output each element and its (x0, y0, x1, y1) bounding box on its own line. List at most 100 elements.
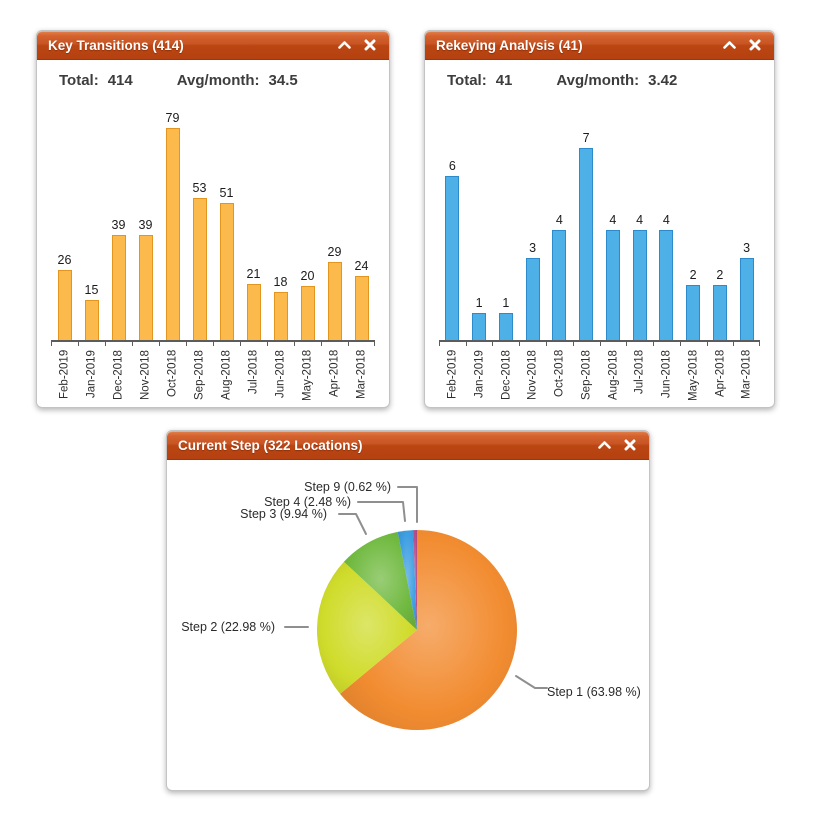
pie-label: Step 9 (0.62 %) (304, 480, 391, 494)
x-axis-label: Sep-2018 (193, 350, 206, 400)
bar-value-label: 6 (448, 159, 456, 174)
x-axis-label: May-2018 (687, 350, 700, 402)
bar[interactable] (739, 258, 754, 340)
close-button[interactable] (745, 36, 765, 54)
bar-column: 24 (348, 259, 375, 340)
bar-value-label: 4 (636, 213, 644, 228)
bar[interactable] (472, 313, 487, 340)
callout-line (338, 513, 367, 535)
bar[interactable] (219, 203, 234, 340)
collapse-button[interactable] (719, 36, 739, 54)
x-axis-label: Sep-2018 (580, 350, 593, 400)
bar-value-label: 7 (582, 131, 590, 146)
bar-column: 29 (321, 245, 348, 340)
bar[interactable] (632, 230, 647, 340)
bar[interactable] (354, 276, 369, 340)
callout-line (515, 675, 548, 689)
axis-tick (348, 340, 349, 346)
close-button[interactable] (620, 436, 640, 454)
bar[interactable] (659, 230, 674, 340)
bar[interactable] (605, 230, 620, 340)
x-axis-label: Jul-2018 (633, 350, 646, 395)
pie-slice[interactable] (340, 530, 518, 730)
axis-tick (545, 340, 547, 346)
bar[interactable] (712, 285, 727, 340)
axis-tick (492, 340, 494, 346)
bar[interactable] (498, 313, 513, 340)
bar-column: 1 (493, 296, 520, 340)
bar-value-label: 53 (192, 181, 207, 196)
bar[interactable] (445, 176, 460, 340)
bar-value-label: 51 (219, 186, 234, 201)
bar-value-label: 4 (609, 213, 617, 228)
callout-line (357, 501, 406, 522)
widget-titlebar[interactable]: Current Step (322 Locations) (167, 431, 649, 460)
x-axis-label: Jan-2019 (85, 350, 98, 398)
bar-column: 3 (733, 241, 760, 340)
widget-titlebar[interactable]: Rekeying Analysis (41) (425, 31, 774, 60)
collapse-button[interactable] (594, 436, 614, 454)
bar[interactable] (686, 285, 701, 340)
chevron-up-icon (337, 41, 351, 49)
bar-column: 21 (240, 267, 267, 340)
bar-value-label: 4 (662, 213, 670, 228)
axis-tick (321, 340, 322, 346)
bar[interactable] (327, 262, 342, 340)
axis-tick (294, 340, 295, 346)
x-axis-labels: Feb-2019 Jan-2019 Dec-2018 Nov-2018 Oct-2018… (439, 350, 760, 407)
bar[interactable] (57, 270, 72, 340)
bar[interactable] (246, 284, 261, 340)
axis-tick (599, 340, 601, 346)
bar-chart: 26 15 39 39 79 53 51 21 18 20 29 24 Feb-2019 Jan-201… (51, 100, 375, 407)
axis-tick (266, 340, 268, 346)
bar[interactable] (165, 128, 180, 340)
bar-value-label: 26 (57, 253, 72, 268)
close-button[interactable] (360, 36, 380, 54)
bar-column: 4 (600, 213, 627, 340)
bar[interactable] (138, 235, 153, 340)
pie-slice[interactable] (317, 561, 417, 694)
total-value: 41 (495, 72, 513, 89)
x-axis-label: Jun-2018 (274, 350, 287, 398)
axis-tick (77, 340, 79, 346)
bar[interactable] (192, 198, 207, 340)
pie-slice[interactable] (397, 530, 417, 630)
axis-tick (519, 340, 521, 346)
bar[interactable] (84, 300, 99, 340)
bar-value-label: 39 (138, 218, 153, 233)
avg-label: Avg/month: (176, 72, 260, 89)
bar-value-label: 39 (111, 218, 126, 233)
bar[interactable] (300, 286, 315, 340)
bar-value-label: 24 (354, 259, 369, 274)
x-axis-label: Jul-2018 (247, 350, 260, 395)
pie-label: Step 2 (22.98 %) (181, 620, 275, 634)
x-axis-label: May-2018 (301, 350, 314, 402)
bar-column: 1 (466, 296, 493, 340)
x-axis-labels: Feb-2019 Jan-2019 Dec-2018 Nov-2018 Oct-2018… (51, 350, 375, 407)
bar[interactable] (552, 230, 567, 340)
pie-slice[interactable] (413, 530, 417, 630)
bar-value-label: 20 (300, 269, 315, 284)
avg-value: 34.5 (268, 72, 298, 89)
widget-titlebar[interactable]: Key Transitions (414) (37, 31, 389, 60)
bar[interactable] (273, 292, 288, 340)
bar-value-label: 1 (475, 296, 483, 311)
axis-tick (652, 340, 654, 346)
bar[interactable] (525, 258, 540, 340)
widget-title: Rekeying Analysis (41) (436, 37, 583, 53)
bar-column: 20 (294, 269, 321, 340)
pie-label: Step 3 (9.94 %) (240, 507, 327, 521)
x-axis-label: Aug-2018 (220, 350, 233, 400)
axis-tick (733, 340, 735, 346)
bar[interactable] (111, 235, 126, 340)
bar-column: 18 (267, 275, 294, 340)
bar-chart: 6 1 1 3 4 7 4 4 4 2 2 3 Feb-2019 Jan-2019 Dec-2018 Nov… (439, 100, 760, 407)
plot-area: 26 15 39 39 79 53 51 21 18 20 29 24 (51, 100, 375, 346)
bar-column: 2 (680, 268, 707, 340)
collapse-button[interactable] (334, 36, 354, 54)
x-axis-label: Nov-2018 (526, 350, 539, 400)
axis-tick (186, 340, 187, 346)
pie-slice[interactable] (343, 531, 417, 630)
bar[interactable] (579, 148, 594, 340)
